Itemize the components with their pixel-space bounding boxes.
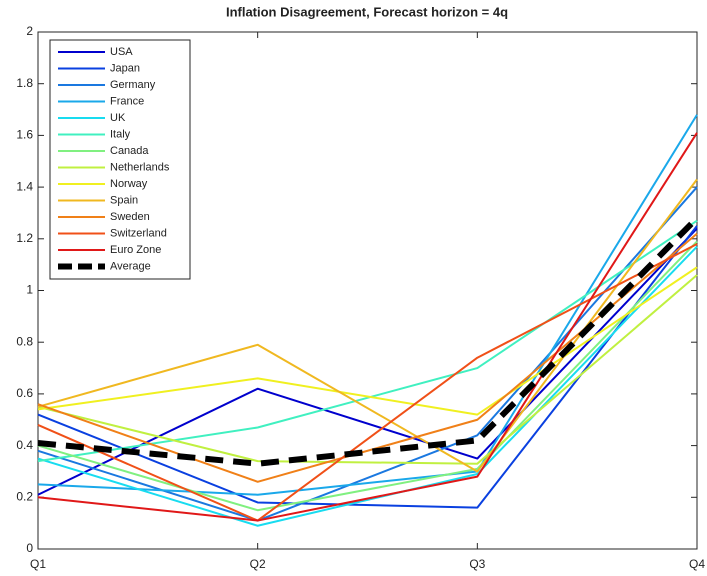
y-tick-label: 0.2 [16,489,33,503]
series-line [37,227,698,496]
series-line [37,243,698,522]
series-line [37,132,698,522]
legend-label: USA [110,46,133,58]
legend-label: Germany [110,79,156,91]
legend-label: Average [110,260,151,272]
legend-label: Euro Zone [110,244,161,256]
series-line [37,266,698,416]
y-tick-label: 1.6 [16,128,33,142]
legend-label: Sweden [110,211,150,223]
y-tick-label: 0.4 [16,438,33,452]
y-tick-label: 0.8 [16,334,33,348]
series-line [37,245,698,527]
y-tick-label: 0 [26,541,33,555]
y-tick-label: 1 [26,283,33,297]
y-tick-label: 0.6 [16,386,33,400]
legend-label: UK [110,112,126,124]
y-tick-label: 1.8 [16,76,33,90]
chart-title: Inflation Disagreement, Forecast horizon… [226,4,508,19]
y-tick-label: 1.2 [16,231,33,245]
y-tick-label: 1.4 [16,179,33,193]
series-line [37,216,700,467]
x-tick-label: Q4 [689,557,705,571]
series-line [37,219,698,463]
legend-label: Netherlands [110,161,170,173]
legend-box [49,39,191,280]
legend-label: Norway [110,178,148,190]
series-line [37,274,698,465]
legend-label: Japan [110,62,140,74]
legend-label: Switzerland [110,227,167,239]
y-tick-label: 2 [26,24,33,38]
x-tick-label: Q3 [469,557,485,571]
legend-label: France [110,95,144,107]
legend-label: Spain [110,194,138,206]
series-line [37,114,698,496]
series-line [37,186,698,522]
series-line [37,225,698,509]
legend-label: Canada [110,145,149,157]
legend-label: Italy [110,128,131,140]
x-tick-label: Q1 [30,557,46,571]
x-tick-label: Q2 [250,557,266,571]
series-line [37,240,698,512]
